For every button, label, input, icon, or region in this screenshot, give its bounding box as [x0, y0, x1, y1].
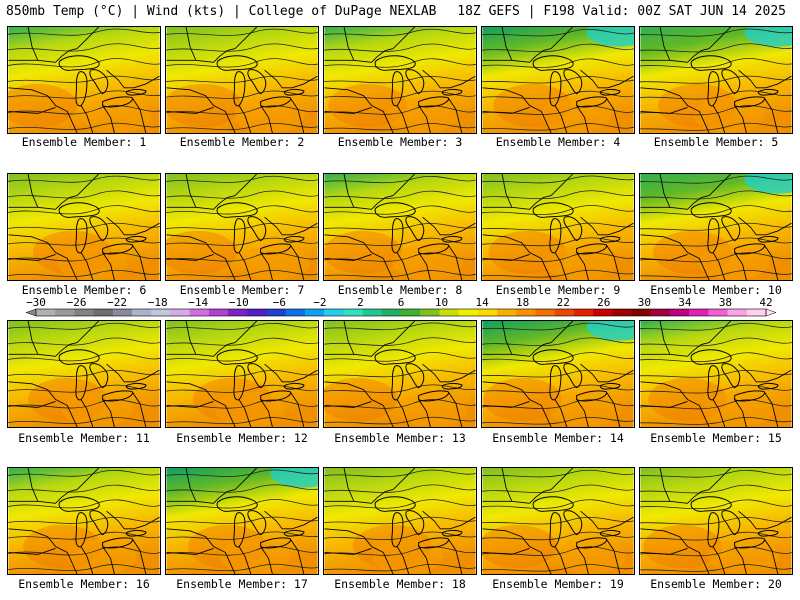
- color-scale-tick-label: 10: [435, 296, 448, 309]
- color-scale-tick-label: 42: [759, 296, 772, 309]
- ensemble-member-label: Ensemble Member: 12: [176, 431, 308, 445]
- color-scale-tick-label: 2: [357, 296, 364, 309]
- ensemble-member-label: Ensemble Member: 20: [650, 577, 782, 591]
- color-scale-tick-label: −30: [26, 296, 46, 309]
- map-title: 850mb Temp (°C) | Wind (kts) | College o…: [6, 4, 437, 19]
- ensemble-member-label: Ensemble Member: 18: [334, 577, 466, 591]
- ensemble-map-panel: [481, 467, 635, 575]
- ensemble-map-panel: [165, 173, 319, 281]
- ensemble-map-panel: [639, 173, 793, 281]
- ensemble-member-label: Ensemble Member: 11: [18, 431, 150, 445]
- ensemble-member-label: Ensemble Member: 9: [495, 283, 621, 297]
- forecast-valid-time: 18Z GEFS | F198 Valid: 00Z SAT JUN 14 20…: [457, 4, 786, 19]
- ensemble-member-label: Ensemble Member: 19: [492, 577, 624, 591]
- ensemble-member-label: Ensemble Member: 1: [21, 135, 147, 149]
- color-scale-tick-label: −18: [148, 296, 168, 309]
- color-scale-tick-label: −26: [67, 296, 87, 309]
- color-scale-tick-label: 30: [638, 296, 651, 309]
- color-scale-tick-label: 26: [597, 296, 610, 309]
- color-scale-tick-label: 34: [678, 296, 692, 309]
- ensemble-map-panel: [7, 173, 161, 281]
- color-scale-tick-label: −6: [273, 296, 286, 309]
- ensemble-member-label: Ensemble Member: 2: [179, 135, 305, 149]
- color-scale-tick-label: 14: [475, 296, 489, 309]
- ensemble-member-label: Ensemble Member: 10: [650, 283, 782, 297]
- ensemble-map-panel: [481, 320, 635, 428]
- ensemble-member-label: Ensemble Member: 13: [334, 431, 466, 445]
- ensemble-member-label: Ensemble Member: 5: [653, 135, 779, 149]
- ensemble-map-panel: [323, 320, 477, 428]
- ensemble-map-panel: [323, 173, 477, 281]
- ensemble-map-panel: [165, 26, 319, 134]
- ensemble-member-label: Ensemble Member: 15: [650, 431, 782, 445]
- color-scale-tick-label: 6: [398, 296, 405, 309]
- ensemble-map-panel: [639, 320, 793, 428]
- color-scale-tick-label: −14: [188, 296, 208, 309]
- ensemble-map-panel: [481, 173, 635, 281]
- ensemble-member-label: Ensemble Member: 4: [495, 135, 621, 149]
- color-scale-tick-label: −2: [313, 296, 326, 309]
- ensemble-map-panel: [7, 26, 161, 134]
- ensemble-member-label: Ensemble Member: 16: [18, 577, 150, 591]
- color-scale-tick-label: −22: [107, 296, 127, 309]
- ensemble-member-label: Ensemble Member: 8: [337, 283, 463, 297]
- ensemble-map-panel: [165, 320, 319, 428]
- ensemble-map-panel: [639, 467, 793, 575]
- ensemble-map-panel: [481, 26, 635, 134]
- ensemble-member-label: Ensemble Member: 3: [337, 135, 463, 149]
- ensemble-map-panel: [165, 467, 319, 575]
- color-scale-tick-label: 22: [557, 296, 570, 309]
- ensemble-map-panel: [7, 320, 161, 428]
- ensemble-member-label: Ensemble Member: 6: [21, 283, 147, 297]
- ensemble-map-panel: [7, 467, 161, 575]
- ensemble-member-label: Ensemble Member: 17: [176, 577, 308, 591]
- color-scale-tick-label: 18: [516, 296, 529, 309]
- temperature-color-scale: −30 −26 −22 −18 −14 −10 −6 −2 2 6 10 14 18 22 26 30 34 38…: [25, 296, 777, 317]
- color-scale-tick-label: −10: [229, 296, 249, 309]
- ensemble-member-label: Ensemble Member: 14: [492, 431, 624, 445]
- ensemble-member-label: Ensemble Member: 7: [179, 283, 305, 297]
- ensemble-map-panel: [639, 26, 793, 134]
- ensemble-map-panel: [323, 467, 477, 575]
- color-scale-tick-label: 38: [719, 296, 732, 309]
- ensemble-map-panel: [323, 26, 477, 134]
